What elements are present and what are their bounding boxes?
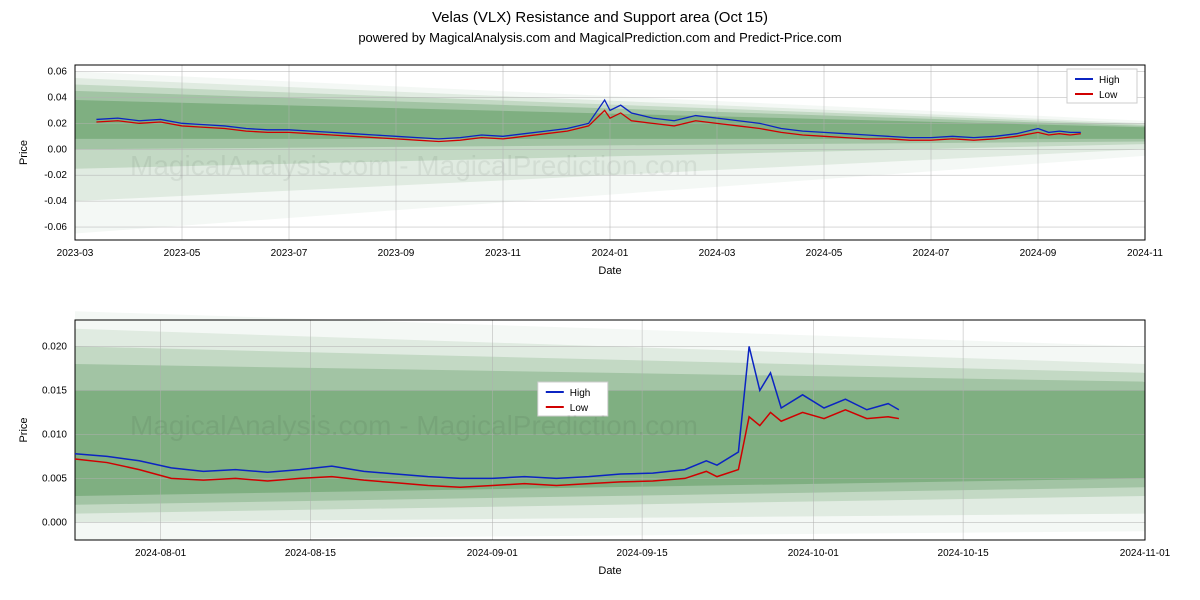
y-axis-label: Price <box>18 417 30 442</box>
x-tick-label: 2023-03 <box>57 248 94 259</box>
y-tick-label: 0.02 <box>48 118 68 129</box>
y-tick-label: -0.02 <box>44 170 67 181</box>
x-tick-label: 2024-09-15 <box>617 548 669 559</box>
y-tick-label: 0.04 <box>48 92 68 103</box>
y-tick-label: -0.04 <box>44 196 67 207</box>
y-tick-label: 0.020 <box>42 341 67 352</box>
chart-subtitle: powered by MagicalAnalysis.com and Magic… <box>358 30 841 45</box>
chart-panel: 0.000 0.005 0.010 0.015 0.020 2024-08-01 2024-… <box>18 311 1171 577</box>
y-tick-label: 0.010 <box>42 429 67 440</box>
x-tick-label: 2024-01 <box>592 248 629 259</box>
y-tick-label: 0.015 <box>42 385 67 396</box>
chart-title: Velas (VLX) Resistance and Support area … <box>432 9 768 26</box>
chart-svg: Velas (VLX) Resistance and Support area … <box>0 0 1200 600</box>
y-tick-label: 0.005 <box>42 473 67 484</box>
chart-panel: -0.06 -0.04 -0.02 0.00 0.02 0.04 0.06 2023-03 20… <box>18 65 1163 277</box>
x-tick-label: 2024-08-15 <box>285 548 337 559</box>
x-tick-label: 2023-09 <box>378 248 415 259</box>
y-axis-label: Price <box>18 140 30 165</box>
x-tick-label: 2023-11 <box>485 248 521 259</box>
x-tick-label: 2023-05 <box>164 248 201 259</box>
x-tick-label: 2023-07 <box>271 248 308 259</box>
legend: High Low <box>538 382 608 416</box>
legend-label: High <box>1099 75 1120 86</box>
legend-label: High <box>570 388 591 399</box>
x-tick-label: 2024-11 <box>1127 248 1163 259</box>
chart-container: Velas (VLX) Resistance and Support area … <box>0 0 1200 600</box>
x-tick-label: 2024-10-01 <box>788 548 840 559</box>
legend: High Low <box>1067 69 1137 103</box>
x-tick-label: 2024-10-15 <box>938 548 990 559</box>
y-tick-label: -0.06 <box>44 222 67 233</box>
x-tick-label: 2024-09 <box>1020 248 1057 259</box>
x-axis-label: Date <box>598 265 621 277</box>
y-tick-label: 0.000 <box>42 517 67 528</box>
legend-label: Low <box>1099 90 1118 101</box>
x-tick-label: 2024-07 <box>913 248 950 259</box>
x-tick-label: 2024-03 <box>699 248 736 259</box>
x-tick-label: 2024-05 <box>806 248 843 259</box>
support-band <box>75 390 1145 496</box>
x-tick-label: 2024-08-01 <box>135 548 187 559</box>
legend-label: Low <box>570 403 589 414</box>
y-tick-label: 0.00 <box>48 144 68 155</box>
x-tick-label: 2024-11-01 <box>1120 548 1171 559</box>
x-tick-label: 2024-09-01 <box>467 548 519 559</box>
x-axis-label: Date <box>598 565 621 577</box>
y-tick-label: 0.06 <box>48 66 68 77</box>
